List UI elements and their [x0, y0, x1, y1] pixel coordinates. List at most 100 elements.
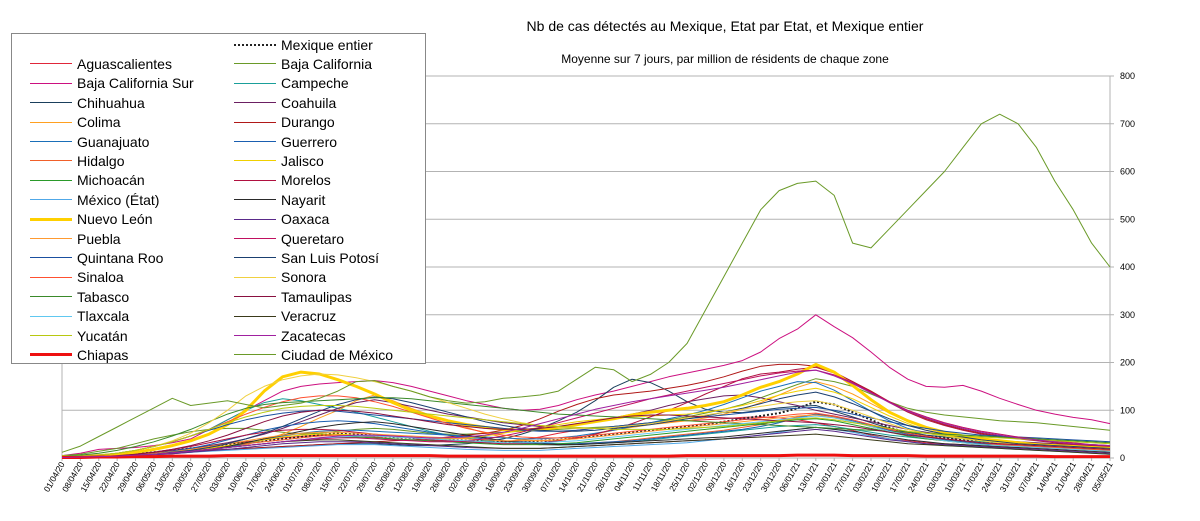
legend-swatch	[30, 160, 72, 162]
legend-item: Quintana Roo	[30, 248, 163, 267]
legend-swatch	[234, 257, 276, 259]
legend-item: Zacatecas	[234, 326, 346, 345]
legend-swatch	[30, 353, 72, 357]
legend-label: Durango	[281, 114, 335, 131]
legend-label: Nuevo León	[77, 211, 153, 228]
y-tick-label: 400	[1120, 262, 1135, 272]
legend-label: Oaxaca	[281, 211, 330, 228]
legend-swatch	[30, 102, 72, 104]
legend-label: Sonora	[281, 269, 327, 286]
legend-label: México (État)	[77, 191, 160, 208]
legend-swatch	[234, 141, 276, 142]
legend-swatch	[234, 63, 276, 65]
y-tick-label: 700	[1120, 119, 1135, 129]
series-line	[61, 409, 1111, 458]
legend-swatch	[234, 335, 276, 336]
legend-label: Ciudad de México	[281, 346, 394, 363]
legend-item: Jalisco	[234, 151, 324, 170]
legend-item: Guanajuato	[30, 132, 149, 151]
legend-swatch	[234, 354, 276, 356]
legend-item: Morelos	[234, 171, 331, 190]
legend-label: Veracruz	[281, 308, 337, 325]
y-tick-label: 0	[1120, 453, 1125, 463]
series-line	[61, 405, 1111, 458]
y-tick-label: 300	[1120, 310, 1135, 320]
legend-label: Michoacán	[77, 172, 145, 189]
series-line	[61, 113, 1111, 453]
legend-label: Guerrero	[281, 133, 338, 150]
series-line	[61, 406, 1111, 458]
legend-item: Tabasco	[30, 287, 129, 306]
legend-item: Tamaulipas	[234, 287, 352, 306]
legend-label: Quintana Roo	[77, 249, 164, 266]
legend-swatch	[234, 238, 276, 239]
legend-item: Puebla	[30, 229, 121, 248]
legend-label: Puebla	[77, 230, 121, 247]
legend-item: Nayarit	[234, 190, 325, 209]
legend-label: Campeche	[281, 75, 349, 92]
legend-label: San Luis Potosí	[281, 249, 380, 266]
y-tick-label: 100	[1120, 405, 1135, 415]
legend-swatch	[30, 82, 72, 84]
series-line	[61, 391, 1111, 458]
legend-item: Durango	[234, 113, 335, 132]
legend-item: Nuevo León	[30, 210, 153, 229]
legend-swatch	[30, 335, 72, 336]
legend-swatch	[30, 315, 72, 317]
legend-swatch	[234, 82, 276, 84]
legend-label: Yucatán	[77, 327, 128, 344]
legend-label: Morelos	[281, 172, 331, 189]
legend-item: Michoacán	[30, 171, 145, 190]
legend: Mexique entier Aguascalientes Baja Califor…	[11, 33, 426, 364]
legend-item: Baja California Sur	[30, 74, 194, 93]
legend-item: Oaxaca	[234, 210, 329, 229]
series-line	[61, 421, 1111, 458]
legend-swatch	[30, 296, 72, 298]
legend-item: Chihuahua	[30, 93, 145, 112]
legend-swatch	[30, 238, 72, 239]
legend-label: Baja California	[281, 55, 373, 72]
legend-label: Nayarit	[281, 191, 326, 208]
legend-label: Aguascalientes	[77, 55, 172, 72]
legend-swatch	[234, 315, 276, 317]
legend-swatch	[234, 218, 276, 220]
y-tick-label: 800	[1120, 71, 1135, 81]
legend-item: Aguascalientes	[30, 54, 172, 73]
legend-item: Campeche	[234, 74, 349, 93]
legend-swatch	[234, 102, 276, 104]
legend-item: Guerrero	[234, 132, 337, 151]
series-line	[62, 453, 1110, 459]
legend-swatch	[30, 63, 72, 65]
legend-label: Chihuahua	[77, 94, 145, 111]
legend-item: Chiapas	[30, 345, 128, 364]
legend-swatch	[30, 217, 72, 221]
legend-swatch	[234, 160, 276, 162]
legend-item: Yucatán	[30, 326, 128, 345]
y-tick-label: 200	[1120, 358, 1135, 368]
legend-label: Mexique entier	[281, 36, 373, 53]
legend-label: Sinaloa	[77, 269, 124, 286]
legend-label: Hidalgo	[77, 152, 125, 169]
legend-label: Queretaro	[281, 230, 345, 247]
legend-swatch	[234, 179, 276, 181]
legend-swatch	[30, 199, 72, 201]
legend-swatch	[234, 43, 276, 46]
legend-item: México (État)	[30, 190, 159, 209]
legend-item: Mexique entier	[234, 35, 373, 54]
legend-label: Tamaulipas	[281, 288, 352, 305]
legend-swatch	[30, 276, 72, 278]
legend-swatch	[234, 296, 276, 298]
legend-swatch	[30, 141, 72, 142]
legend-item: Tlaxcala	[30, 307, 129, 326]
legend-swatch	[234, 276, 276, 278]
legend-item: Sinaloa	[30, 268, 124, 287]
legend-swatch	[30, 121, 72, 123]
legend-swatch	[234, 121, 276, 123]
legend-label: Chiapas	[77, 346, 129, 363]
legend-item: Coahuila	[234, 93, 336, 112]
chart-title: Nb de cas détectés au Mexique, Etat par …	[526, 18, 924, 34]
legend-item: Baja California	[234, 54, 372, 73]
legend-item: Colima	[30, 113, 121, 132]
